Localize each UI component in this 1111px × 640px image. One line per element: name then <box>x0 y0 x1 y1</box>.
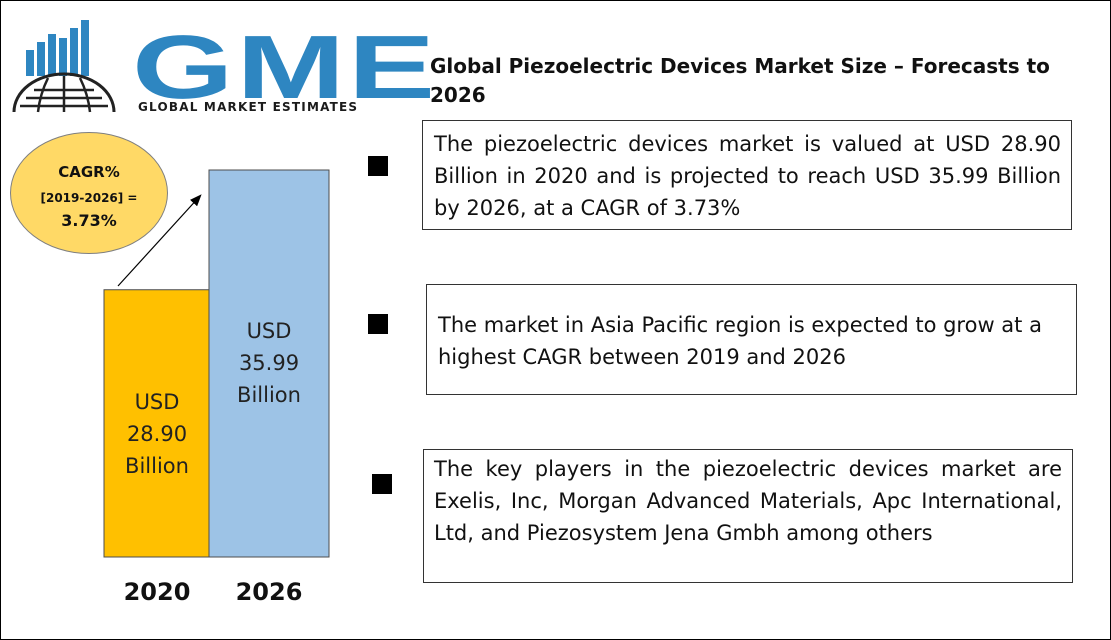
gme-logo: GME GLOBAL MARKET ESTIMATES <box>12 20 435 120</box>
globe-bars-icon <box>12 20 116 113</box>
bar-label-value: 28.90 <box>126 422 188 446</box>
bullet-icon <box>368 314 388 334</box>
cagr-period: [2019-2026] = <box>40 191 138 205</box>
bullet-icon <box>372 474 392 494</box>
bar-label-currency: USD <box>246 319 292 343</box>
info-box-asia-pacific: The market in Asia Pacific region is exp… <box>426 284 1077 395</box>
cagr-value: 3.73% <box>61 211 117 230</box>
info-text-market-value: The piezoelectric devices market is valu… <box>434 132 1061 220</box>
info-text-asia-pacific: The market in Asia Pacific region is exp… <box>438 313 1042 369</box>
bullet-icon <box>368 156 388 176</box>
info-box-market-value: The piezoelectric devices market is valu… <box>422 120 1072 230</box>
logo-tagline: GLOBAL MARKET ESTIMATES <box>138 100 359 114</box>
bar-label-unit: Billion <box>125 454 189 478</box>
cagr-bubble: CAGR% [2019-2026] = 3.73% <box>10 132 168 254</box>
x-tick-label-2026: 2026 <box>235 578 303 606</box>
bar-label-unit: Billion <box>237 383 301 407</box>
bar-value-label-2026: USD 35.99 Billion <box>219 315 319 411</box>
bar-label-value: 35.99 <box>238 351 300 375</box>
bar-value-label-2020: USD 28.90 Billion <box>107 386 207 482</box>
chart-title: Global Piezoelectric Devices Market Size… <box>430 54 1050 107</box>
bar-label-currency: USD <box>134 390 180 414</box>
info-text-key-players: The key players in the piezoelectric dev… <box>434 457 1062 545</box>
info-box-key-players: The key players in the piezoelectric dev… <box>423 449 1073 583</box>
x-tick-label-2020: 2020 <box>123 578 191 606</box>
logo-wordmark: GME <box>132 18 438 118</box>
cagr-label: CAGR% <box>58 163 120 181</box>
